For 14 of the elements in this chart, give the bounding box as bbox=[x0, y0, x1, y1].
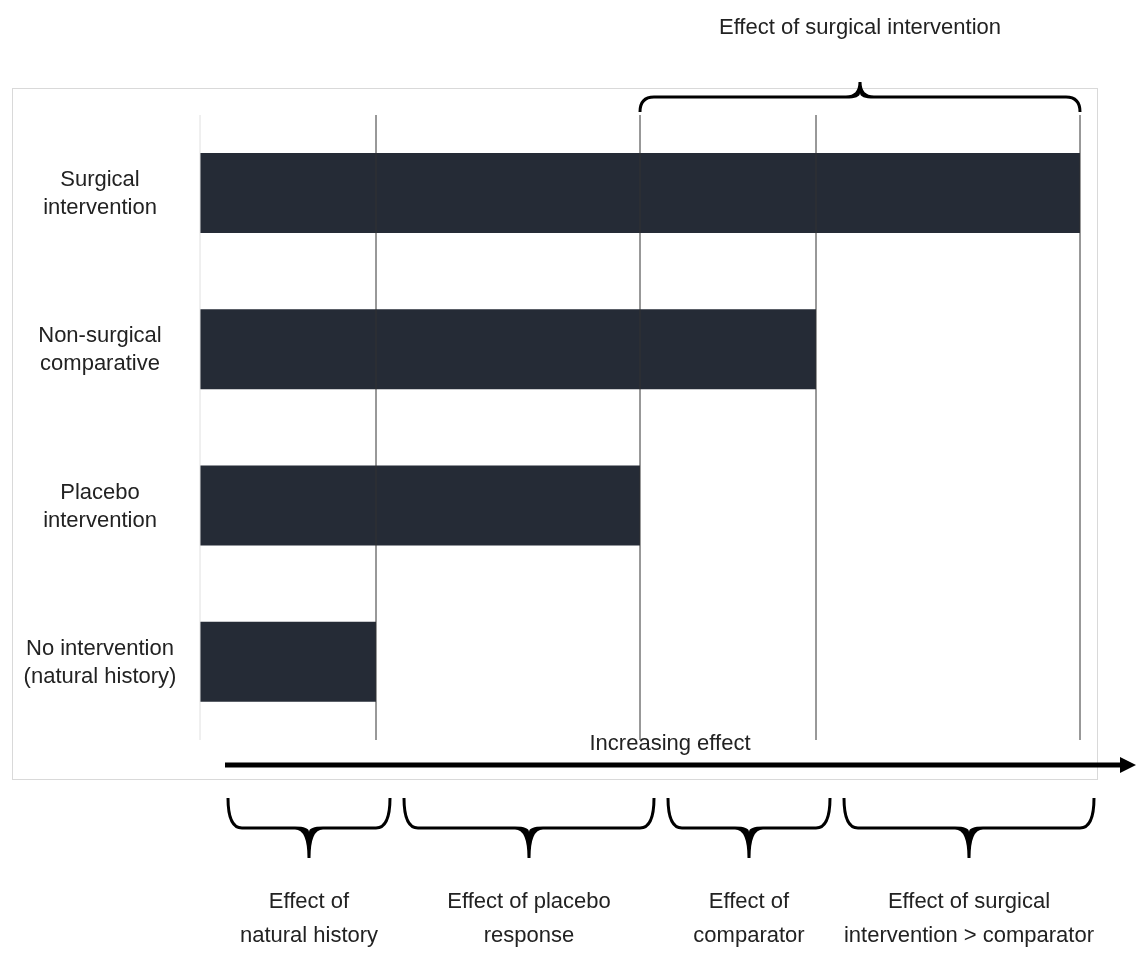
text: Effect of surgical intervention bbox=[718, 14, 1002, 39]
bar bbox=[200, 309, 816, 390]
text: Effect of placebo response bbox=[447, 888, 611, 947]
y-tick-label: Non-surgical comparative bbox=[38, 322, 162, 376]
bar bbox=[200, 621, 376, 702]
text: Effect of comparator bbox=[693, 888, 805, 947]
y-tick-label: No intervention (natural history) bbox=[23, 634, 177, 688]
y-tick-label: Placebo intervention bbox=[43, 478, 157, 532]
bar bbox=[200, 153, 1080, 233]
x-axis-title: Increasing effect bbox=[589, 730, 751, 755]
y-tick-label: Surgical intervention bbox=[43, 166, 157, 220]
text: Effect of surgical intervention > comparator bbox=[843, 888, 1095, 947]
bar bbox=[200, 465, 640, 546]
text: Effect of natural history bbox=[239, 888, 379, 947]
